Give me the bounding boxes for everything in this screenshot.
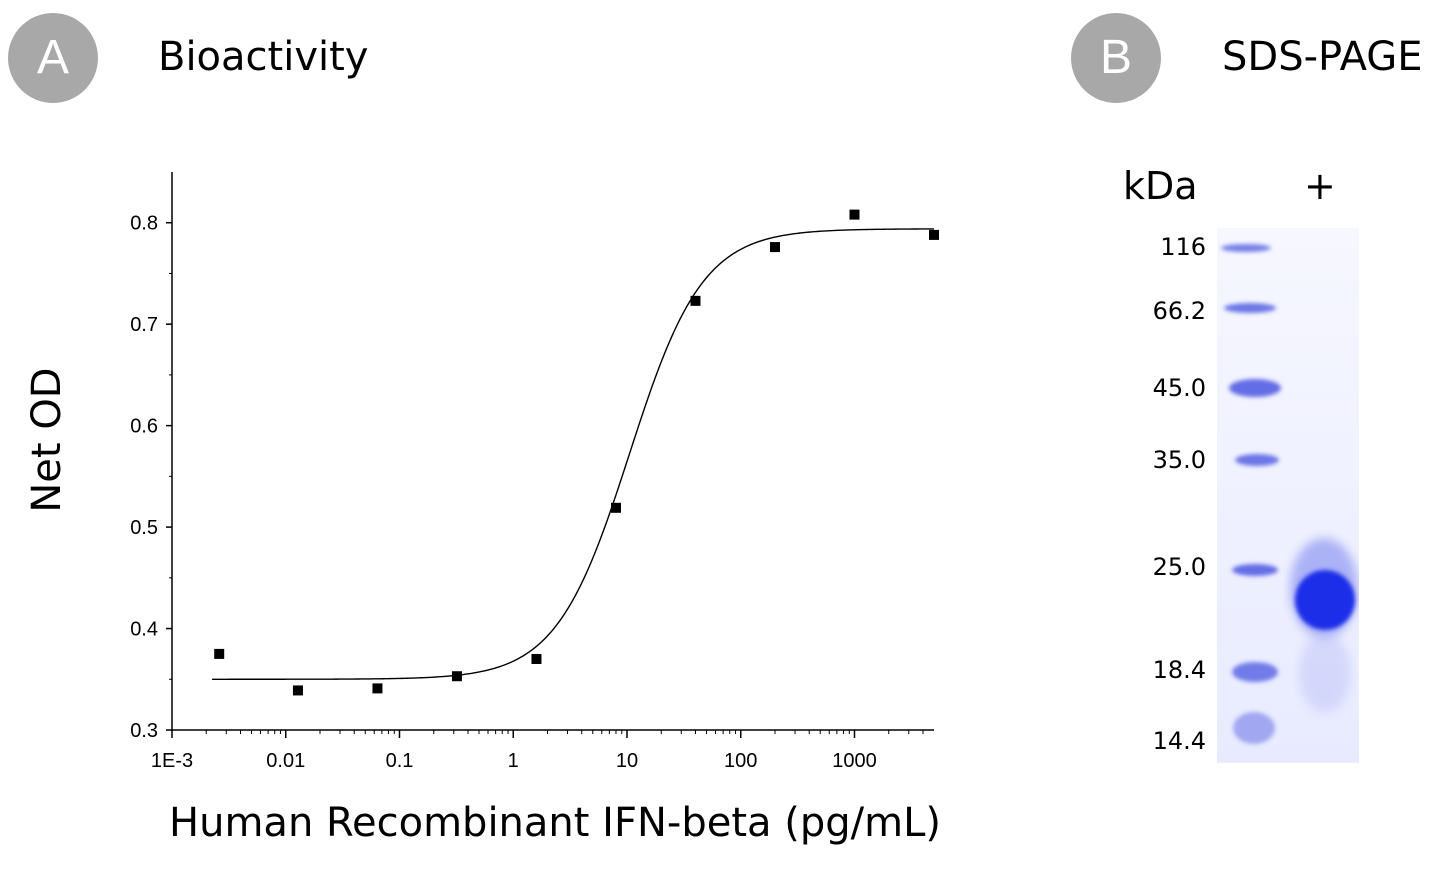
y-tick-label: 0.8 [130,213,158,235]
marker-label-66: 66.2 [1152,297,1206,325]
marker-band-25 [1232,564,1278,576]
y-axis-label: Net OD [24,367,70,513]
x-tick-label: 1E-3 [151,750,193,772]
marker-label-45: 45.0 [1152,374,1206,402]
y-tick-label: 0.4 [130,619,158,641]
panel-b-title: SDS-PAGE [1222,34,1423,80]
marker-band-18 [1232,662,1278,682]
x-tick-label: 0.01 [266,750,305,772]
panel-b-badge: B [1071,13,1161,103]
marker-band-35 [1235,454,1279,466]
data-point [292,685,303,696]
data-point [929,229,939,240]
marker-band-66 [1224,303,1276,313]
data-point [690,295,701,306]
data-point [214,648,225,659]
sample-band [1295,570,1355,630]
panel-a-title: Bioactivity [158,34,369,80]
marker-band-116 [1221,244,1271,252]
y-tick-label: 0.7 [130,314,158,336]
x-axis-label: Human Recombinant IFN-beta (pg/mL) [169,800,941,846]
sample-band-tail [1299,633,1351,713]
data-point [610,502,621,513]
sds-page-gel [1217,228,1359,763]
bioactivity-chart: 0.3 0.4 0.5 0.6 0.7 0.8 1E-3 0.01 0.1 1 10 100 1000 [130,172,939,772]
x-tick-label: 1000 [832,750,877,772]
gel-lane-label: + [1304,164,1336,208]
data-point [531,653,542,664]
marker-band-45 [1229,379,1281,397]
marker-label-14: 14.4 [1152,727,1206,755]
y-tick-label: 0.5 [130,517,158,539]
x-tick-label: 1 [508,750,519,772]
panel-a-badge: A [8,13,98,103]
fit-curve [212,228,935,680]
y-tick-label: 0.3 [130,720,158,742]
data-point [451,671,462,682]
data-point [769,242,780,253]
data-point [372,683,383,694]
x-tick-label: 10 [616,750,638,772]
x-tick-label: 0.1 [386,750,414,772]
gel-unit-label: kDa [1123,164,1198,208]
x-tick-label: 100 [724,750,757,772]
marker-label-25: 25.0 [1152,553,1206,581]
marker-label-35: 35.0 [1152,446,1206,474]
data-point [849,209,860,220]
marker-label-116: 116 [1160,233,1206,261]
marker-label-18: 18.4 [1152,656,1206,684]
marker-band-14 [1233,712,1275,744]
y-tick-label: 0.6 [130,416,158,438]
